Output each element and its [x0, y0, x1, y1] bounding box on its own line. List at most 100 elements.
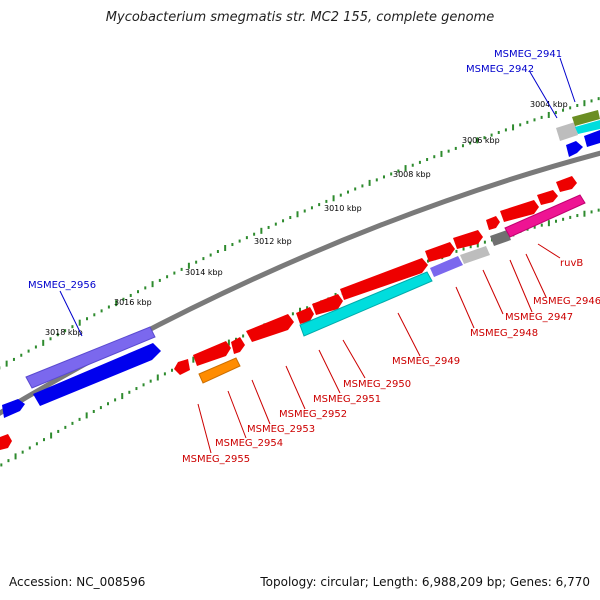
gene-MSMEG_2950-a[interactable] [296, 307, 314, 324]
gene-blue-top-1[interactable] [566, 141, 583, 157]
outer-tick-ring [0, 97, 600, 370]
major-tick [260, 227, 263, 234]
gene-label-MSMEG_2950[interactable]: MSMEG_2950 [343, 379, 411, 390]
topology-text: Topology: circular; Length: 6,988,209 bp… [260, 575, 590, 589]
major-tick [368, 179, 371, 186]
minor-tick [490, 133, 493, 137]
gene-cyan-top[interactable] [575, 120, 600, 134]
major-tick [42, 339, 45, 346]
gene-red-top-1[interactable] [537, 190, 558, 205]
gene-label-ruvB[interactable]: ruvB [560, 258, 583, 269]
gene-red-lower-1[interactable] [174, 359, 190, 375]
major-tick [14, 453, 17, 460]
minor-tick [540, 115, 543, 119]
gene-label-MSMEG_2955[interactable]: MSMEG_2955 [182, 454, 250, 465]
scale-labels: 3004 kbp 3006 kbp 3008 kbp 3010 kbp 3012… [45, 100, 568, 337]
minor-tick [397, 169, 400, 173]
minor-tick [122, 297, 125, 301]
minor-tick [461, 144, 464, 148]
gene-label-MSMEG_2954[interactable]: MSMEG_2954 [215, 438, 283, 449]
gene-label-MSMEG_2949[interactable]: MSMEG_2949 [392, 356, 460, 367]
gene-label-MSMEG_2953[interactable]: MSMEG_2953 [247, 424, 315, 435]
minor-tick [455, 249, 458, 253]
minor-tick [462, 247, 465, 251]
minor-tick [86, 317, 89, 321]
gene-label-MSMEG_2948[interactable]: MSMEG_2948 [470, 328, 538, 339]
gene-MSMEG_2951[interactable] [246, 314, 294, 342]
gene-blue-small[interactable] [2, 399, 25, 418]
minor-tick [497, 130, 500, 134]
major-tick [115, 300, 118, 307]
minor-tick [43, 438, 45, 442]
gene-MSMEG_2952[interactable] [231, 337, 245, 354]
minor-tick [137, 290, 140, 294]
minor-tick [78, 417, 81, 421]
minor-tick [361, 184, 364, 188]
major-tick [512, 124, 515, 131]
gene-red-left[interactable] [0, 434, 12, 450]
minor-tick [21, 450, 24, 454]
gene-MSMEG_2947[interactable] [453, 230, 483, 249]
minor-tick [590, 210, 593, 214]
minor-tick [216, 250, 219, 254]
minor-tick [533, 225, 536, 229]
minor-tick [454, 146, 457, 150]
gene-label-MSMEG_2956[interactable]: MSMEG_2956 [28, 280, 96, 291]
map-title: Mycobacterium smegmatis str. MC2 155, co… [105, 10, 495, 25]
minor-tick [576, 214, 579, 218]
minor-tick [267, 225, 270, 229]
minor-tick [107, 402, 109, 406]
gene-label-MSMEG_2942[interactable]: MSMEG_2942 [466, 64, 534, 75]
gene-slate-small[interactable] [430, 256, 463, 277]
minor-tick [346, 190, 349, 194]
minor-tick [375, 178, 378, 182]
gene-label-MSMEG_2946[interactable]: MSMEG_2946 [533, 296, 600, 307]
major-tick [50, 432, 53, 439]
minor-tick [597, 208, 600, 212]
minor-tick [202, 257, 205, 261]
minor-tick [390, 172, 393, 176]
major-tick [78, 319, 81, 326]
gene-blue-top-2[interactable] [584, 130, 600, 147]
minor-tick [195, 260, 198, 264]
minor-tick [245, 236, 248, 240]
gene-MSMEG_2949[interactable] [340, 258, 428, 300]
minor-tick [242, 334, 245, 338]
accession-text: Accession: NC_008596 [9, 575, 146, 589]
minor-tick [526, 120, 529, 124]
gene-MSMEG_2953[interactable] [193, 341, 231, 366]
minor-tick [291, 312, 294, 316]
minor-tick [34, 345, 37, 349]
gene-label-MSMEG_2941[interactable]: MSMEG_2941 [494, 49, 562, 60]
gene-grey-small[interactable] [460, 246, 490, 264]
gene-MSMEG_2941[interactable] [572, 110, 600, 126]
minor-tick [149, 379, 152, 383]
major-tick [296, 211, 299, 218]
gene-orange[interactable] [198, 357, 241, 384]
gene-MSMEG_2946[interactable] [486, 216, 500, 230]
scale-label: 3006 kbp [462, 136, 500, 145]
gene-label-MSMEG_2952[interactable]: MSMEG_2952 [279, 409, 347, 420]
gene-darkgrey-small[interactable] [490, 230, 511, 246]
gene-ruvB[interactable] [500, 200, 539, 222]
gene-MSMEG_2955[interactable] [33, 343, 161, 406]
gene-MSMEG_2956[interactable] [25, 326, 156, 389]
gene-label-MSMEG_2947[interactable]: MSMEG_2947 [505, 312, 573, 323]
minor-tick [483, 240, 486, 244]
minor-tick [129, 293, 132, 297]
gene-cyan-long[interactable] [299, 271, 433, 337]
minor-tick [166, 275, 169, 279]
forward-genes [0, 110, 600, 450]
minor-tick [427, 259, 429, 263]
gene-MSMEG_2948[interactable] [425, 242, 455, 262]
gene-MSMEG_2942[interactable] [556, 122, 578, 141]
minor-tick [57, 429, 60, 433]
minor-tick [426, 158, 429, 162]
gene-red-top-2[interactable] [556, 176, 577, 192]
minor-tick [339, 193, 342, 197]
bottom-gene-labels: ruvB MSMEG_2946 MSMEG_2947 MSMEG_2948 MS… [182, 243, 600, 465]
gene-label-MSMEG_2951[interactable]: MSMEG_2951 [313, 394, 381, 405]
major-tick [476, 241, 479, 248]
gene-magenta[interactable] [504, 194, 586, 238]
